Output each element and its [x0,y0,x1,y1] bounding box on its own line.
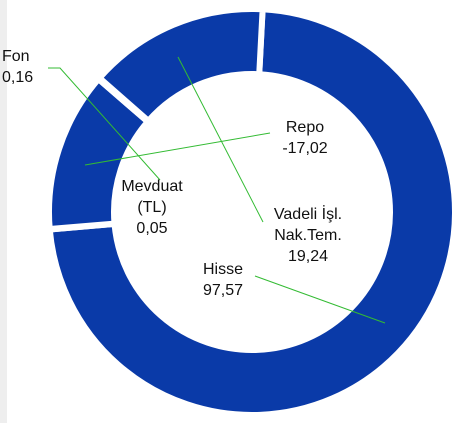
slice-label: Fon 0,16 [2,46,40,88]
leader-line [254,275,386,324]
value-label: 0,16 [2,69,34,86]
value-label: 19,24 [287,248,329,265]
side-strip [0,0,7,423]
category-label: Mevduat (TL) [121,178,183,216]
leader-line [48,67,161,181]
slice [46,6,458,418]
slice-label: Repo -17,02 [265,117,345,159]
category-label: Hisse [202,261,243,278]
slice [95,6,266,126]
leader-line [177,56,264,223]
slice-label: Mevduat (TL) 0,05 [112,176,192,239]
value-label: 97,57 [202,282,244,299]
leader-line [84,132,271,166]
slice-label: Vadeli İşl. Nak.Tem. 19,24 [262,204,354,267]
leader-lines [48,56,386,324]
slice-label: Hisse 97,57 [188,259,258,301]
category-label: Fon [2,48,30,65]
value-label: -17,02 [282,140,328,157]
slices [46,6,458,418]
category-label: Vadeli İşl. Nak.Tem. [273,206,343,244]
value-label: 0,05 [136,220,168,237]
category-label: Repo [285,119,325,136]
